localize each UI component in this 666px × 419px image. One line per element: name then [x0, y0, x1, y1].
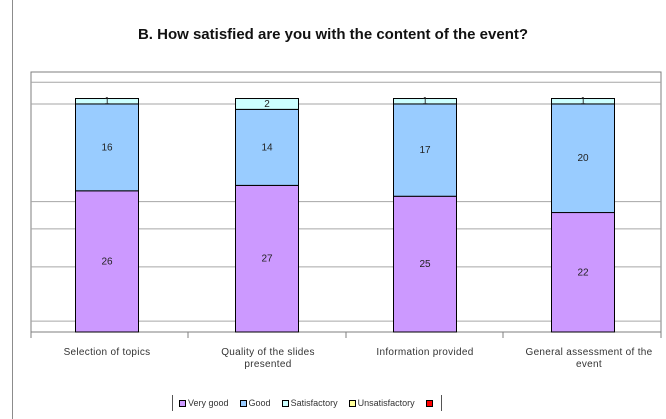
x-tick-label-information: Information provided [376, 347, 474, 358]
bar-satisfactory-2 [393, 98, 457, 105]
legend-label-good: Good [248, 398, 271, 408]
chart-title: B. How satisfied are you with the conten… [137, 26, 529, 43]
bar-very-good-1 [235, 184, 299, 333]
bar-satisfactory-1 [235, 98, 299, 110]
bar-satisfactory-0 [75, 98, 139, 105]
legend-swatch-good [239, 399, 247, 407]
legend-divider-right [440, 395, 442, 411]
data-label-very-good-0: 26 [101, 256, 113, 267]
bar-very-good-3 [551, 212, 615, 333]
data-label-good-3: 20 [577, 153, 589, 164]
data-label-very-good-3: 22 [577, 267, 589, 278]
legend-swatch-unsatisfactory [348, 399, 356, 407]
x-tick-label-selection: Selection of topics [63, 347, 151, 358]
bar-good-2 [393, 103, 457, 197]
x-tick-label-general: General assessment of the event [525, 347, 653, 370]
legend: Very good Good Satisfactory Unsatisfacto… [172, 395, 442, 411]
data-label-satisfactory-2: 1 [422, 96, 428, 107]
legend-item-good: Good [239, 398, 271, 408]
bar-good-1 [235, 108, 299, 186]
legend-swatch-red [425, 399, 433, 407]
x-tick-label-quality: Quality of the slides presented [221, 347, 315, 370]
legend-label-unsatisfactory: Unsatisfactory [357, 398, 415, 408]
legend-item-red [425, 399, 435, 407]
legend-swatch-very-good [179, 399, 186, 407]
legend-swatch-satisfactory [281, 399, 289, 407]
data-label-good-2: 17 [419, 145, 431, 156]
data-label-satisfactory-1: 2 [264, 99, 270, 110]
legend-item-satisfactory: Satisfactory [281, 398, 338, 408]
legend-item-unsatisfactory: Unsatisfactory [348, 398, 415, 408]
legend-item-very-good: Very good [179, 398, 229, 408]
data-label-satisfactory-3: 1 [580, 96, 586, 107]
data-label-satisfactory-0: 1 [104, 96, 110, 107]
data-label-good-1: 14 [261, 142, 273, 153]
data-label-good-0: 16 [101, 142, 113, 153]
bar-satisfactory-3 [551, 98, 615, 105]
bar-good-3 [551, 103, 615, 214]
bar-very-good-0 [75, 190, 139, 333]
legend-divider-left [172, 395, 173, 411]
legend-label-satisfactory: Satisfactory [290, 398, 338, 408]
data-label-very-good-2: 25 [419, 259, 431, 270]
data-label-very-good-1: 27 [261, 254, 273, 265]
legend-label-very-good: Very good [188, 398, 229, 408]
frame-border [12, 0, 13, 419]
